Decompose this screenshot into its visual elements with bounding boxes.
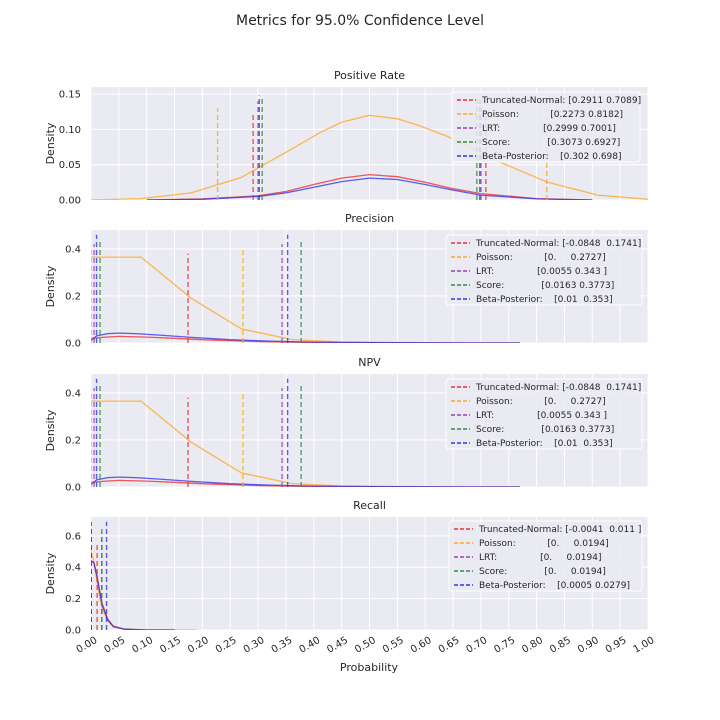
panel-npv: 0.0 0.2 0.4 NPV Density Truncated-Normal: [-0… <box>44 356 649 494</box>
legend-entry-lrt: LRT: [0.0055 0.343 ] <box>476 411 607 421</box>
legend-entry-truncated-normal: Truncated-Normal: [-0.0848 0.1741] <box>475 239 641 249</box>
y-tick-label: 0.4 <box>65 563 81 574</box>
y-tick-label: 0.0 <box>65 339 81 350</box>
y-tick-label: 0.4 <box>65 388 81 399</box>
curve-truncated-normal <box>91 335 520 343</box>
legend-entry-poisson: Poisson: [0. 0.2727] <box>476 253 606 263</box>
legend-entry-beta-posterior: Beta-Posterior: [0.01 0.353] <box>476 295 613 305</box>
legend: Truncated-Normal: [0.2911 0.7089] Poisson… <box>451 91 641 163</box>
y-axis-label: Density <box>44 122 57 164</box>
legend-entry-score: Score: [0. 0.0194] <box>479 567 606 577</box>
panel-title: Precision <box>345 212 394 225</box>
panel-precision: 0.0 0.2 0.4 Precision Density Truncated-Norma… <box>44 212 649 350</box>
y-tick-label: 0.00 <box>59 196 81 207</box>
legend-entry-lrt: LRT: [0.2999 0.7001] <box>482 124 616 134</box>
x-tick-label: 0.30 <box>242 635 267 656</box>
x-tick-label: 0.35 <box>270 635 295 656</box>
legend-frame <box>445 234 643 306</box>
x-axis-label: Probability <box>340 661 399 674</box>
legend-entry-beta-posterior: Beta-Posterior: [0.01 0.353] <box>476 439 613 449</box>
x-tick-label: 0.90 <box>576 635 601 656</box>
legend-entry-lrt: LRT: [0. 0.0194] <box>479 553 601 563</box>
x-tick-label: 0.95 <box>604 635 629 656</box>
legend-entry-lrt: LRT: [0.0055 0.343 ] <box>476 267 607 277</box>
plot-area <box>91 521 197 630</box>
legend: Truncated-Normal: [-0.0848 0.1741] Poisso… <box>445 378 643 450</box>
curve-truncated-normal <box>91 479 520 487</box>
legend-frame <box>451 91 641 163</box>
y-tick-label: 0.4 <box>65 244 81 255</box>
figure-title: Metrics for 95.0% Confidence Level <box>236 13 484 29</box>
x-tick-label: 0.55 <box>381 635 406 656</box>
y-tick-label: 0.10 <box>59 125 81 136</box>
panel-title: Recall <box>353 499 386 512</box>
x-tick-label: 0.65 <box>437 635 462 656</box>
curve-beta-posterior <box>91 476 520 487</box>
plot-area <box>91 234 520 343</box>
plot-area <box>91 95 648 200</box>
curve-poisson <box>91 400 520 487</box>
x-tick-label: 0.75 <box>492 635 517 656</box>
y-tick-label: 0.0 <box>65 626 81 637</box>
legend: Truncated-Normal: [-0.0848 0.1741] Poisso… <box>445 234 643 306</box>
legend-entry-beta-posterior: Beta-Posterior: [0.0005 0.0279] <box>479 581 630 591</box>
x-tick-label: 0.20 <box>186 635 211 656</box>
x-tick-label: 0.00 <box>75 635 100 656</box>
y-tick-label: 0.0 <box>65 483 81 494</box>
x-tick-label: 0.15 <box>158 635 183 656</box>
y-tick-label: 0.2 <box>65 435 81 446</box>
legend-frame <box>445 378 643 450</box>
curve-poisson <box>91 256 520 343</box>
x-tick-label: 1.00 <box>632 635 657 656</box>
y-tick-label: 0.05 <box>59 160 81 171</box>
y-tick-label: 0.6 <box>65 531 81 542</box>
legend-entry-beta-posterior: Beta-Posterior: [0.302 0.698] <box>482 152 622 162</box>
x-tick-label: 0.45 <box>325 635 350 656</box>
legend-entry-truncated-normal: Truncated-Normal: [0.2911 0.7089] <box>481 96 641 106</box>
panel-positive-rate: 0.00 0.05 0.10 0.15 Positive Rate Density Trun… <box>44 69 649 207</box>
legend-entry-poisson: Poisson: [0. 0.2727] <box>476 397 606 407</box>
legend-entry-poisson: Poisson: [0.2273 0.8182] <box>482 110 623 120</box>
panel-title: Positive Rate <box>334 69 405 82</box>
x-tick-label: 0.85 <box>548 635 573 656</box>
legend-entry-score: Score: [0.0163 0.3773] <box>476 281 614 291</box>
curve-poisson <box>91 549 197 630</box>
panel-recall: 0.0 0.2 0.4 0.6 Recall Density Truncated-Norma… <box>44 499 656 656</box>
x-tick-label: 0.40 <box>297 635 322 656</box>
x-tick-label: 0.80 <box>520 635 545 656</box>
curve-beta-posterior <box>91 332 520 343</box>
panel-title: NPV <box>358 356 381 369</box>
y-axis-label: Density <box>44 552 57 594</box>
legend-frame <box>448 520 643 592</box>
x-tick-label: 0.05 <box>102 635 127 656</box>
x-tick-label: 0.25 <box>214 635 239 656</box>
x-tick-label: 0.60 <box>409 635 434 656</box>
y-axis-label: Density <box>44 409 57 451</box>
legend-entry-score: Score: [0.3073 0.6927] <box>482 138 620 148</box>
y-tick-label: 0.15 <box>59 90 81 101</box>
x-tick-label: 0.50 <box>353 635 378 656</box>
y-axis-label: Density <box>44 265 57 307</box>
y-tick-label: 0.2 <box>65 291 81 302</box>
x-tick-label: 0.10 <box>130 635 155 656</box>
y-tick-label: 0.2 <box>65 594 81 605</box>
curve-poisson <box>91 114 648 200</box>
legend-entry-truncated-normal: Truncated-Normal: [-0.0848 0.1741] <box>475 383 641 393</box>
legend-entry-poisson: Poisson: [0. 0.0194] <box>479 539 609 549</box>
x-tick-label: 0.70 <box>465 635 490 656</box>
legend-entry-truncated-normal: Truncated-Normal: [-0.0041 0.011 ] <box>478 525 641 535</box>
legend: Truncated-Normal: [-0.0041 0.011 ] Poisso… <box>448 520 643 592</box>
plot-area <box>91 378 520 487</box>
legend-entry-score: Score: [0.0163 0.3773] <box>476 425 614 435</box>
